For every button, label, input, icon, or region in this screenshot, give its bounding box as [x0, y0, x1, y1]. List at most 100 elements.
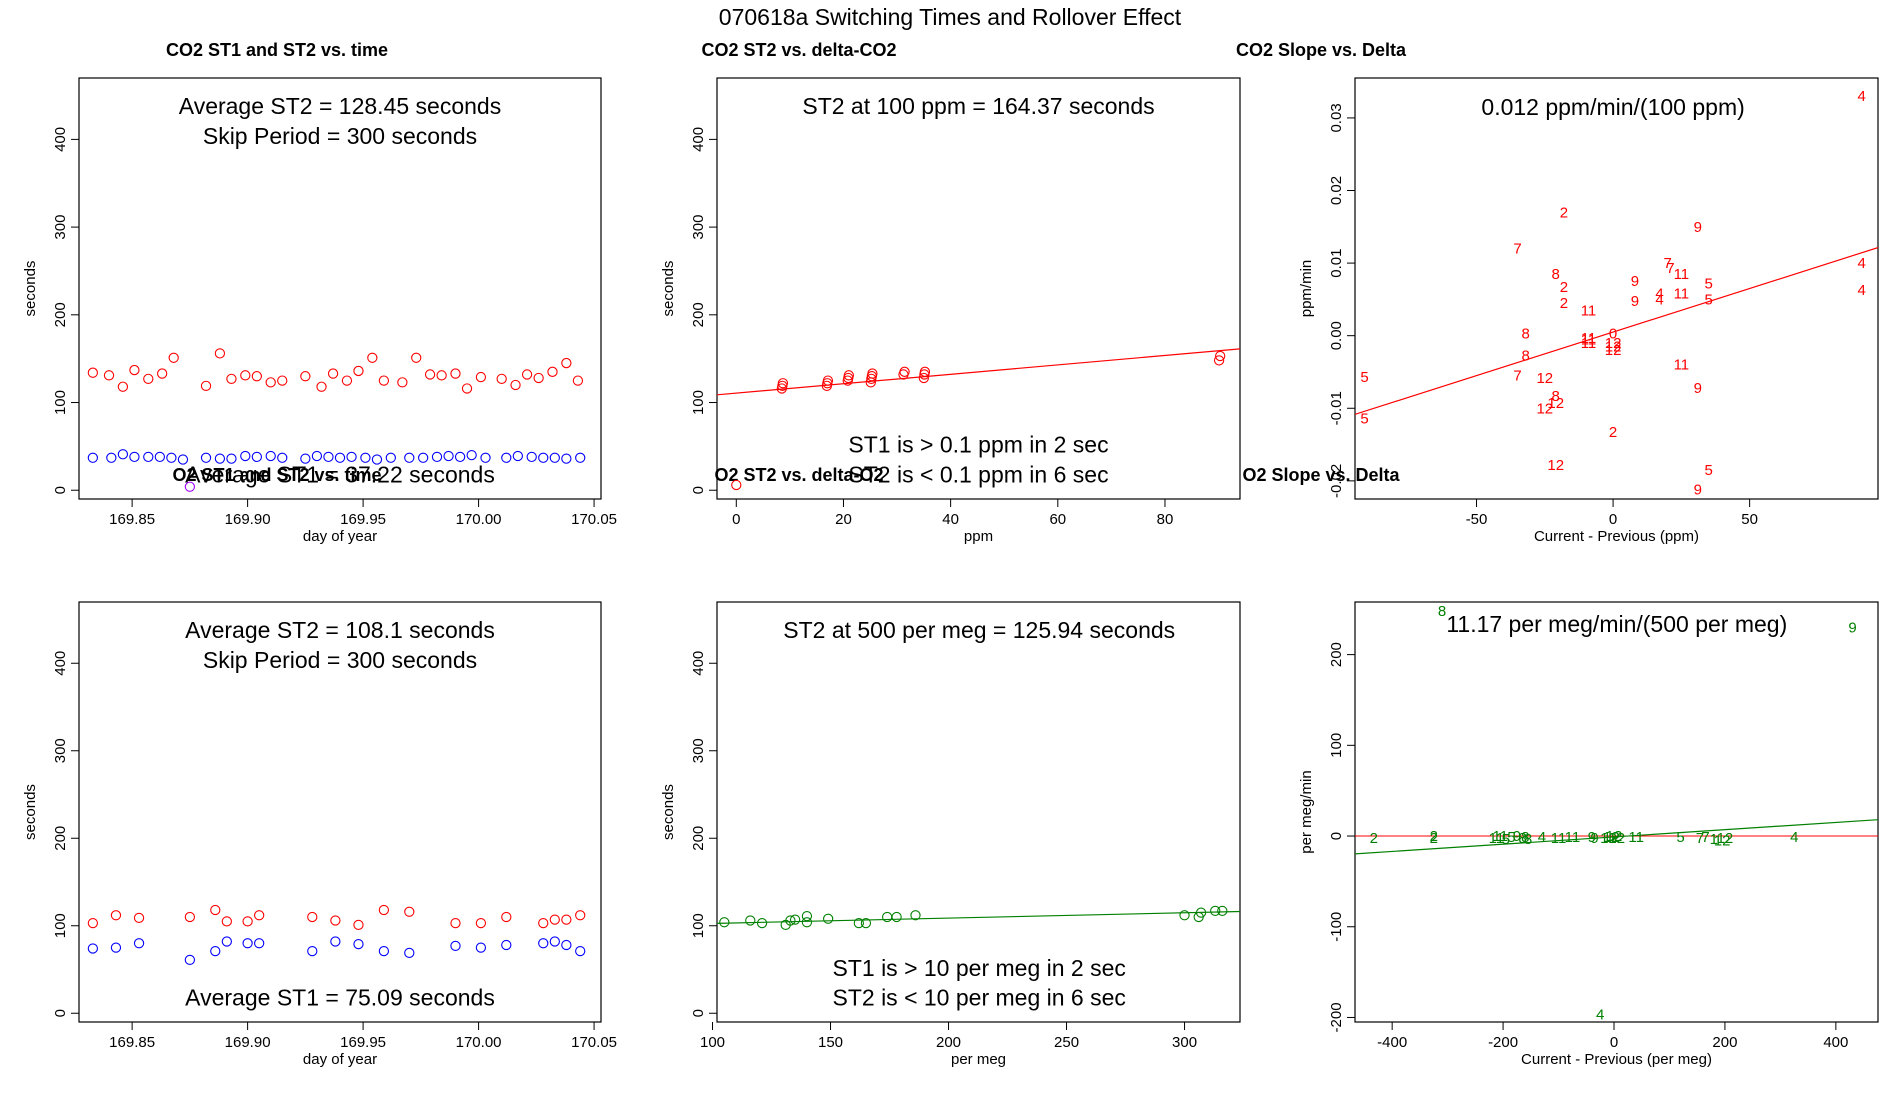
x-tick-label: -200 [1488, 1034, 1518, 1051]
data-point [475, 942, 487, 953]
y-tick-label: 0.00 [1328, 321, 1345, 350]
data-point-label: 2 [1370, 830, 1378, 847]
data-point [184, 911, 196, 923]
data-point [143, 373, 154, 384]
x-axis-label: Current - Previous (ppm) [1534, 528, 1699, 545]
data-point [316, 381, 327, 392]
data-point [254, 938, 265, 949]
data-point [480, 452, 491, 463]
data-point [226, 373, 237, 384]
y-axis-label: seconds [660, 784, 677, 840]
data-point [110, 910, 122, 921]
data-point-label: 11 [1565, 829, 1581, 846]
data-point [475, 917, 487, 929]
data-point [450, 940, 461, 952]
data-point [512, 450, 523, 462]
x-tick-label: 250 [1054, 1034, 1079, 1051]
panel-title-o2-slope: O2 Slope vs. Delta [1242, 465, 1400, 485]
data-point-label: 9 [1848, 619, 1856, 636]
data-point [561, 939, 572, 951]
data-point-label: 11 [1674, 357, 1690, 374]
data-point [166, 452, 177, 463]
y-tick-label: 300 [690, 215, 707, 240]
data-point-label: 11 [1674, 286, 1690, 303]
data-point [184, 481, 196, 492]
x-tick-label: 50 [1741, 511, 1758, 528]
data-point [538, 938, 549, 949]
data-point-label: 2 [1609, 424, 1617, 441]
data-point-label: 11 [1551, 830, 1567, 847]
data-point [575, 910, 586, 921]
data-point-label: 12 [1606, 828, 1623, 845]
data-point [572, 375, 584, 386]
y-tick-label: 0.03 [1328, 103, 1345, 132]
data-point [300, 371, 311, 382]
x-axis-label: Current - Previous (per meg) [1521, 1051, 1712, 1068]
plot-frame [716, 601, 1241, 1023]
y-tick-label: 0 [690, 1009, 707, 1017]
x-tick-label: 0 [732, 511, 740, 528]
x-tick-label: 200 [1712, 1034, 1737, 1051]
data-point-label: 12 [1536, 370, 1553, 387]
data-point-label: 12 [1714, 833, 1731, 850]
data-point-label: 9 [1694, 219, 1702, 236]
data-point [466, 449, 477, 461]
data-point [561, 453, 572, 464]
data-point [731, 479, 742, 491]
data-point [404, 947, 415, 959]
data-point [1215, 350, 1226, 362]
annotation-text: Skip Period = 300 seconds [203, 123, 477, 149]
data-point-label: 5 [1502, 831, 1510, 848]
y-tick-label: 400 [52, 127, 69, 152]
data-point [353, 365, 364, 377]
data-point [157, 368, 168, 379]
data-point [106, 452, 117, 463]
data-point [330, 936, 341, 947]
x-tick-label: 60 [1049, 511, 1066, 528]
data-point [353, 919, 364, 931]
data-point [177, 454, 189, 465]
data-point-label: 4 [1857, 88, 1865, 105]
data-point [346, 451, 357, 463]
data-point-label: 9 [1694, 482, 1702, 499]
data-point [538, 452, 549, 463]
data-point-label: 12 [1608, 830, 1625, 847]
data-point [330, 915, 341, 926]
data-point [300, 453, 311, 464]
data-point-label: 8 [1522, 326, 1530, 343]
data-point-label: 5 [1360, 410, 1368, 427]
x-tick-label: 169.85 [109, 1034, 155, 1051]
data-point [822, 375, 834, 386]
data-point [371, 454, 383, 465]
data-point [221, 916, 232, 927]
data-point-label: 11 [1674, 266, 1690, 283]
data-point-label: 8 [1438, 603, 1446, 620]
data-point [251, 451, 262, 463]
y-tick-label: 0.02 [1328, 176, 1345, 205]
data-point [431, 451, 443, 463]
y-tick-label: 0 [52, 1009, 69, 1017]
data-point [789, 914, 801, 925]
data-point-label: 2 [1430, 830, 1438, 847]
data-point [307, 911, 318, 923]
data-point-label: 4 [1655, 286, 1663, 303]
chart-o2-delta: 100 150 200 250 300 0 100 200 300 400 per meg secon… [660, 601, 1241, 1068]
fit-line [1355, 819, 1878, 855]
data-point [154, 451, 165, 463]
data-point [538, 917, 549, 929]
data-point-label: 11 [1489, 830, 1505, 847]
data-point-label: 12 [1605, 335, 1622, 352]
plot-frame [78, 601, 602, 1023]
y-tick-label: 200 [1328, 642, 1345, 667]
data-point [110, 942, 122, 953]
x-tick-label: 150 [818, 1034, 843, 1051]
data-point [475, 371, 487, 383]
data-point [1217, 905, 1228, 917]
x-tick-label: 100 [700, 1034, 725, 1051]
y-tick-label: 0.01 [1328, 248, 1345, 277]
plot-area [717, 348, 1240, 491]
plot-frame [716, 77, 1241, 500]
data-point [1195, 907, 1207, 918]
x-axis-label: ppm [964, 528, 993, 545]
